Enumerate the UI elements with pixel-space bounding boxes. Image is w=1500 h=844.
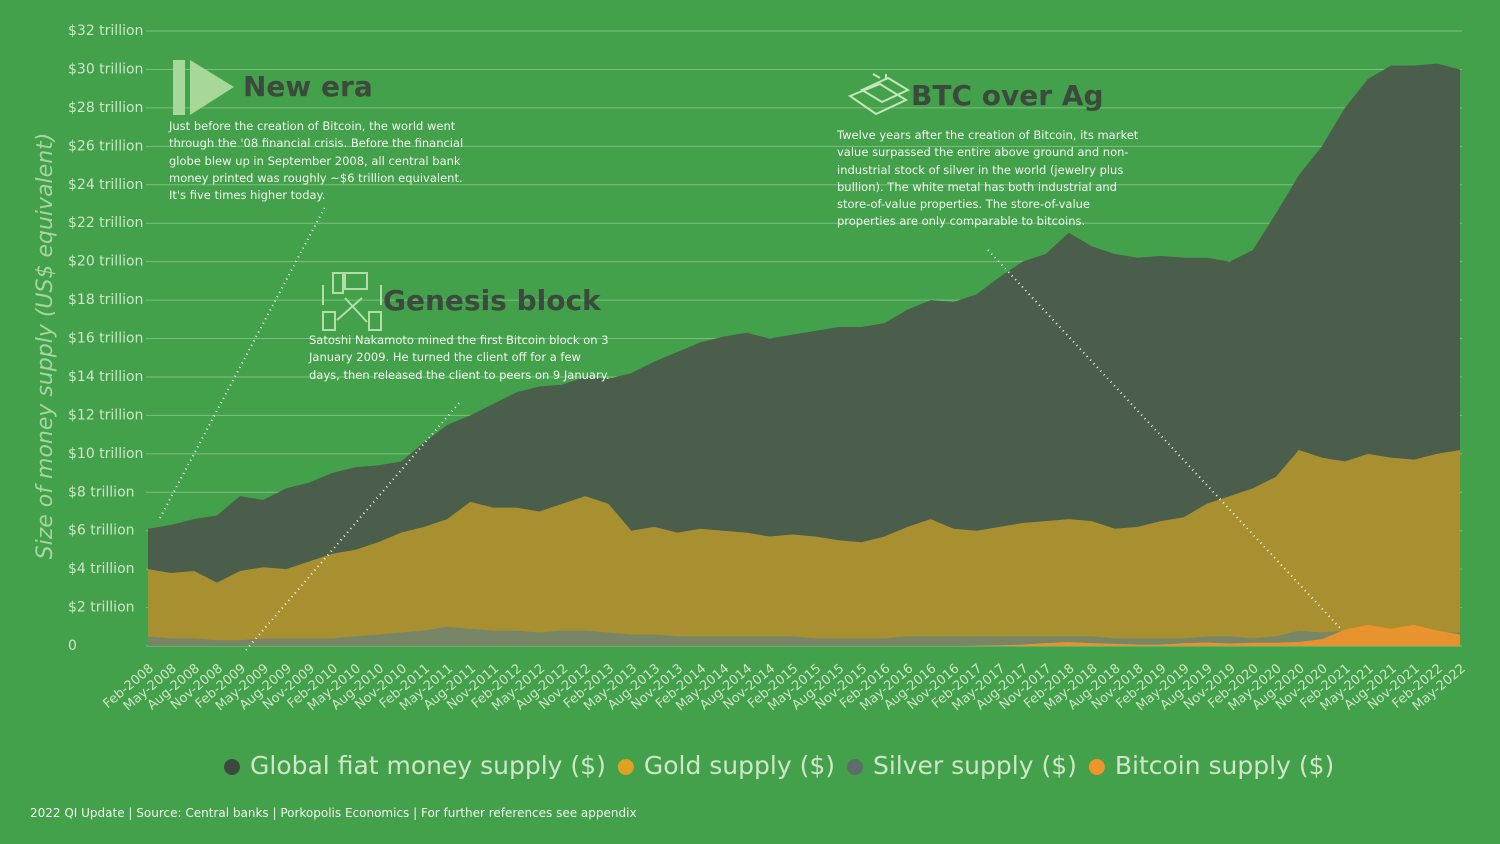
icon-genesis: [322, 272, 382, 331]
y-tick-label: $28 trillion: [68, 100, 143, 116]
y-tick-label: $26 trillion: [68, 138, 143, 154]
legend-marker: [846, 759, 863, 775]
legend-label: Global fiat money supply ($): [250, 751, 606, 780]
legend-label: Gold supply ($): [644, 751, 835, 780]
annotation-title: BTC over Ag: [911, 79, 1104, 112]
y-tick-label: $6 trillion: [68, 523, 135, 539]
y-tick-label: $4 trillion: [68, 561, 135, 577]
y-axis-label: Size of money supply (US$ equivalent): [33, 133, 58, 560]
y-tick-label: $22 trillion: [68, 215, 143, 231]
y-tick-label: $8 trillion: [68, 484, 135, 500]
y-tick-label: $24 trillion: [68, 177, 143, 193]
y-tick-label: $10 trillion: [68, 446, 143, 462]
annotation-text: Just before the creation of Bitcoin, the…: [169, 119, 464, 203]
legend-marker: [1088, 759, 1105, 775]
y-tick-label: $18 trillion: [68, 292, 143, 308]
icon-play: [173, 60, 234, 115]
annotation-text: Satoshi Nakamoto mined the first Bitcoin…: [309, 333, 610, 382]
y-tick-label: $30 trillion: [68, 61, 143, 77]
y-tick-label: $2 trillion: [68, 600, 135, 616]
areas: [146, 30, 1462, 647]
legend-marker: [617, 759, 634, 775]
area: [148, 63, 1460, 646]
annotation-title: New era: [243, 70, 373, 103]
annotation-title: Genesis block: [383, 284, 601, 317]
leader-line: [159, 204, 327, 519]
area: [148, 626, 1460, 646]
y-tick-label: $16 trillion: [68, 331, 143, 347]
area: [148, 624, 1460, 646]
y-tick-label: $12 trillion: [68, 407, 143, 423]
icon-bars: [847, 73, 911, 116]
legend-label: Bitcoin supply ($): [1115, 751, 1334, 780]
footer: 2022 QI Update | Source: Central banks |…: [30, 806, 637, 820]
annotation-text: Twelve years after the creation of Bitco…: [837, 128, 1139, 229]
legend-marker: [224, 759, 240, 775]
leader-line: [987, 249, 1341, 629]
area: [148, 449, 1460, 646]
y-tick-label: $32 trillion: [68, 23, 143, 39]
y-tick-label: 0: [68, 638, 77, 654]
legend-label: Silver supply ($): [873, 751, 1077, 780]
y-tick-label: $20 trillion: [68, 254, 143, 270]
y-tick-label: $14 trillion: [68, 369, 143, 385]
